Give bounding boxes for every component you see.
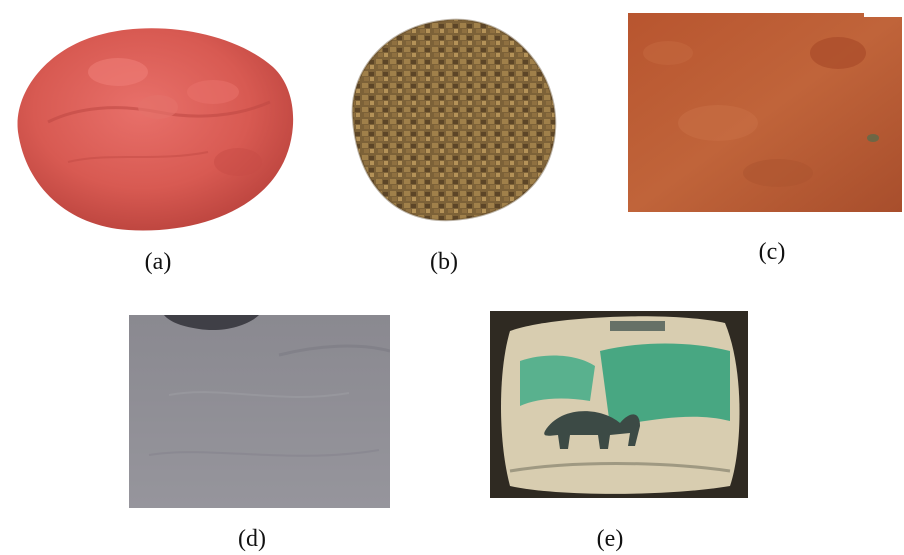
photo-a-red-powder <box>8 12 300 237</box>
caption-a: (a) <box>144 249 172 275</box>
caption-d: (d) <box>238 526 266 552</box>
photo-b-gravel <box>333 10 561 228</box>
cement-bag-image <box>490 311 748 498</box>
photo-e-cement-bag <box>490 311 748 498</box>
photo-d-sand <box>129 315 390 508</box>
caption-e: (e) <box>596 526 624 552</box>
laterite-image <box>628 13 902 212</box>
caption-c: (c) <box>758 239 786 265</box>
caption-b: (b) <box>430 249 458 275</box>
gravel-image <box>351 18 557 222</box>
red-powder-image <box>17 28 294 231</box>
sand-image <box>129 315 390 508</box>
photo-c-laterite <box>628 13 902 212</box>
